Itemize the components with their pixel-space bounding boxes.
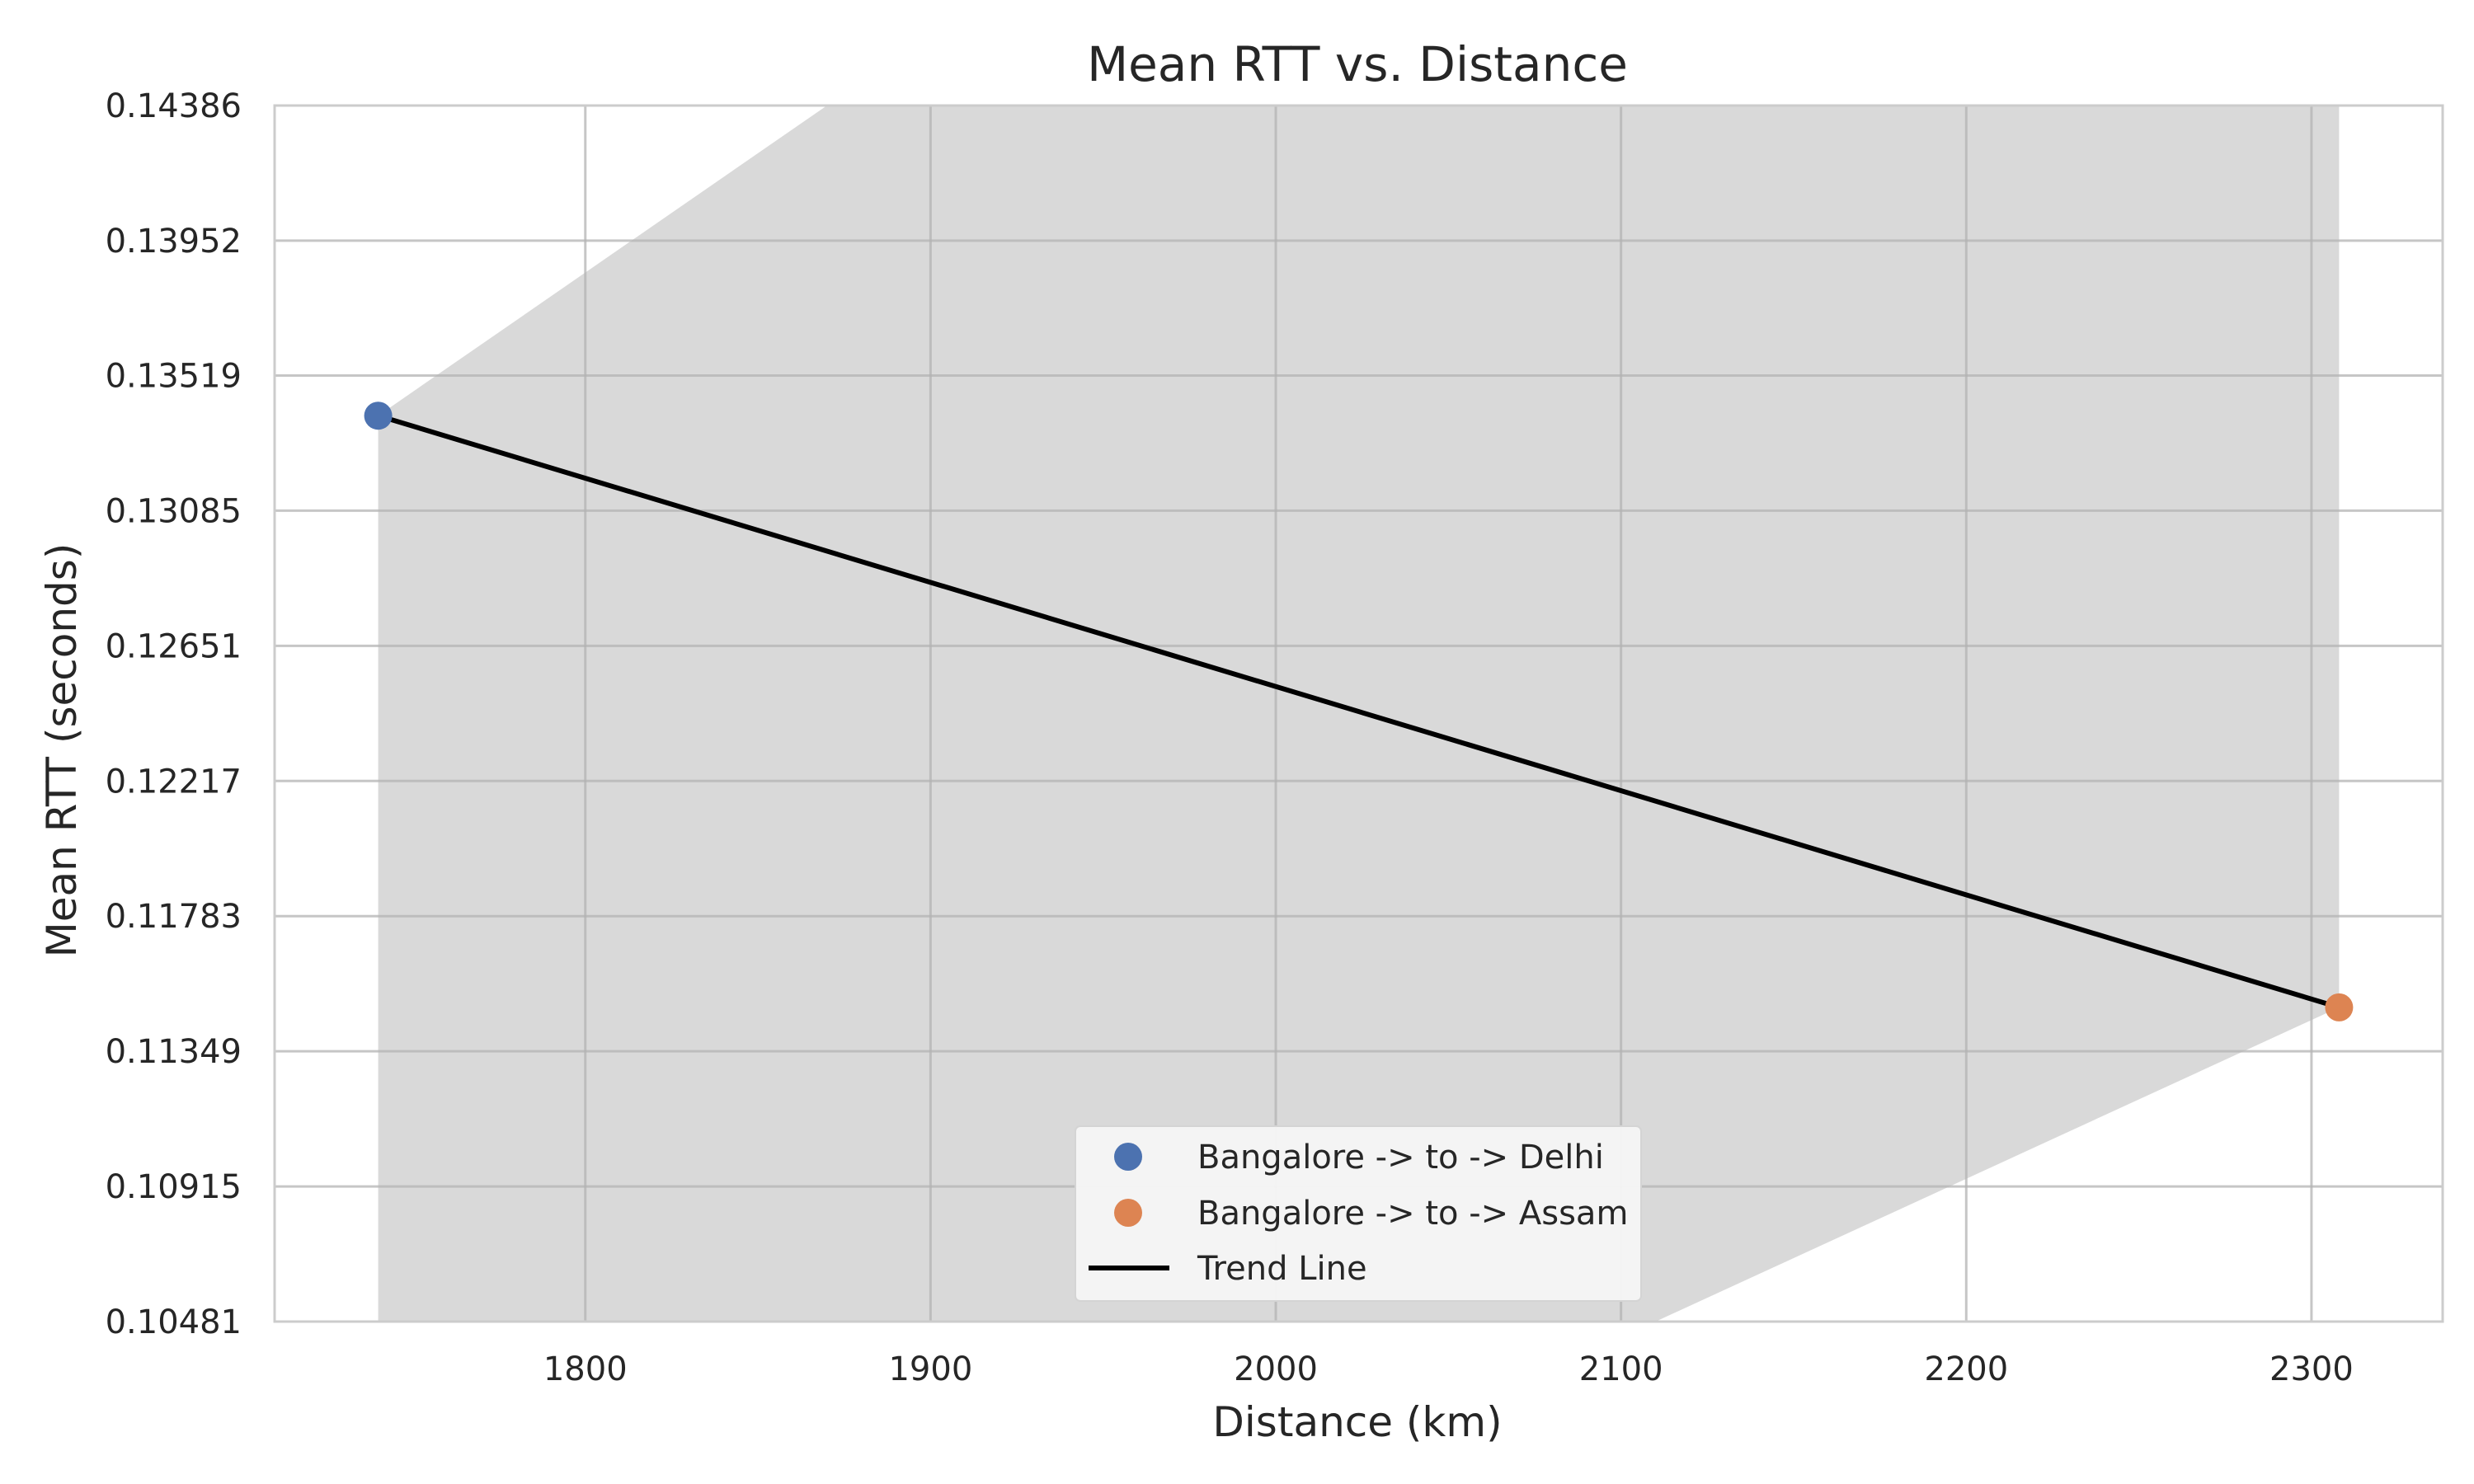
y-tick-label: 0.11349 [106,1033,242,1071]
x-tick-label: 1800 [543,1350,628,1388]
y-tick-label: 0.14386 [106,87,242,125]
x-tick-labels: 1800 1900 2000 2100 2200 2300 [543,1350,2354,1388]
y-tick-label: 0.13519 [106,357,242,395]
data-point [364,402,393,430]
y-tick-label: 0.10481 [106,1303,242,1341]
y-tick-labels: 0.10481 0.10915 0.11349 0.11783 0.12217 0.126… [106,87,242,1341]
y-tick-label: 0.10915 [106,1168,242,1206]
legend-marker-assam [1114,1199,1142,1227]
chart-title: Mean RTT vs. Distance [1087,36,1628,92]
legend-label-delhi: Bangalore -> to -> Delhi [1197,1139,1604,1176]
trend-line-layer [377,413,2340,1010]
x-tick-label: 2200 [1924,1350,2008,1388]
legend-label-trend-line: Trend Line [1197,1250,1367,1288]
legend-marker-delhi [1114,1143,1142,1171]
y-tick-label: 0.12217 [106,763,242,801]
point-layer [364,402,2354,1021]
x-tick-label: 2300 [2269,1350,2354,1388]
y-tick-label: 0.13085 [106,492,242,530]
x-tick-label: 2000 [1234,1350,1318,1388]
x-tick-label: 2100 [1579,1350,1663,1388]
x-axis-label: Distance (km) [1212,1398,1502,1446]
y-tick-label: 0.11783 [106,898,242,936]
legend: Bangalore -> to -> Delhi Bangalore -> to… [1075,1125,1642,1302]
plot-frame [273,104,2444,1323]
y-axis-label: Mean RTT (seconds) [38,543,86,958]
trend-line [377,413,2340,1010]
data-point [2325,993,2354,1021]
y-tick-label: 0.13952 [106,223,242,261]
y-tick-label: 0.12651 [106,627,242,665]
legend-box [1075,1125,1642,1302]
legend-label-assam: Bangalore -> to -> Assam [1197,1195,1628,1233]
x-tick-label: 1900 [888,1350,972,1388]
